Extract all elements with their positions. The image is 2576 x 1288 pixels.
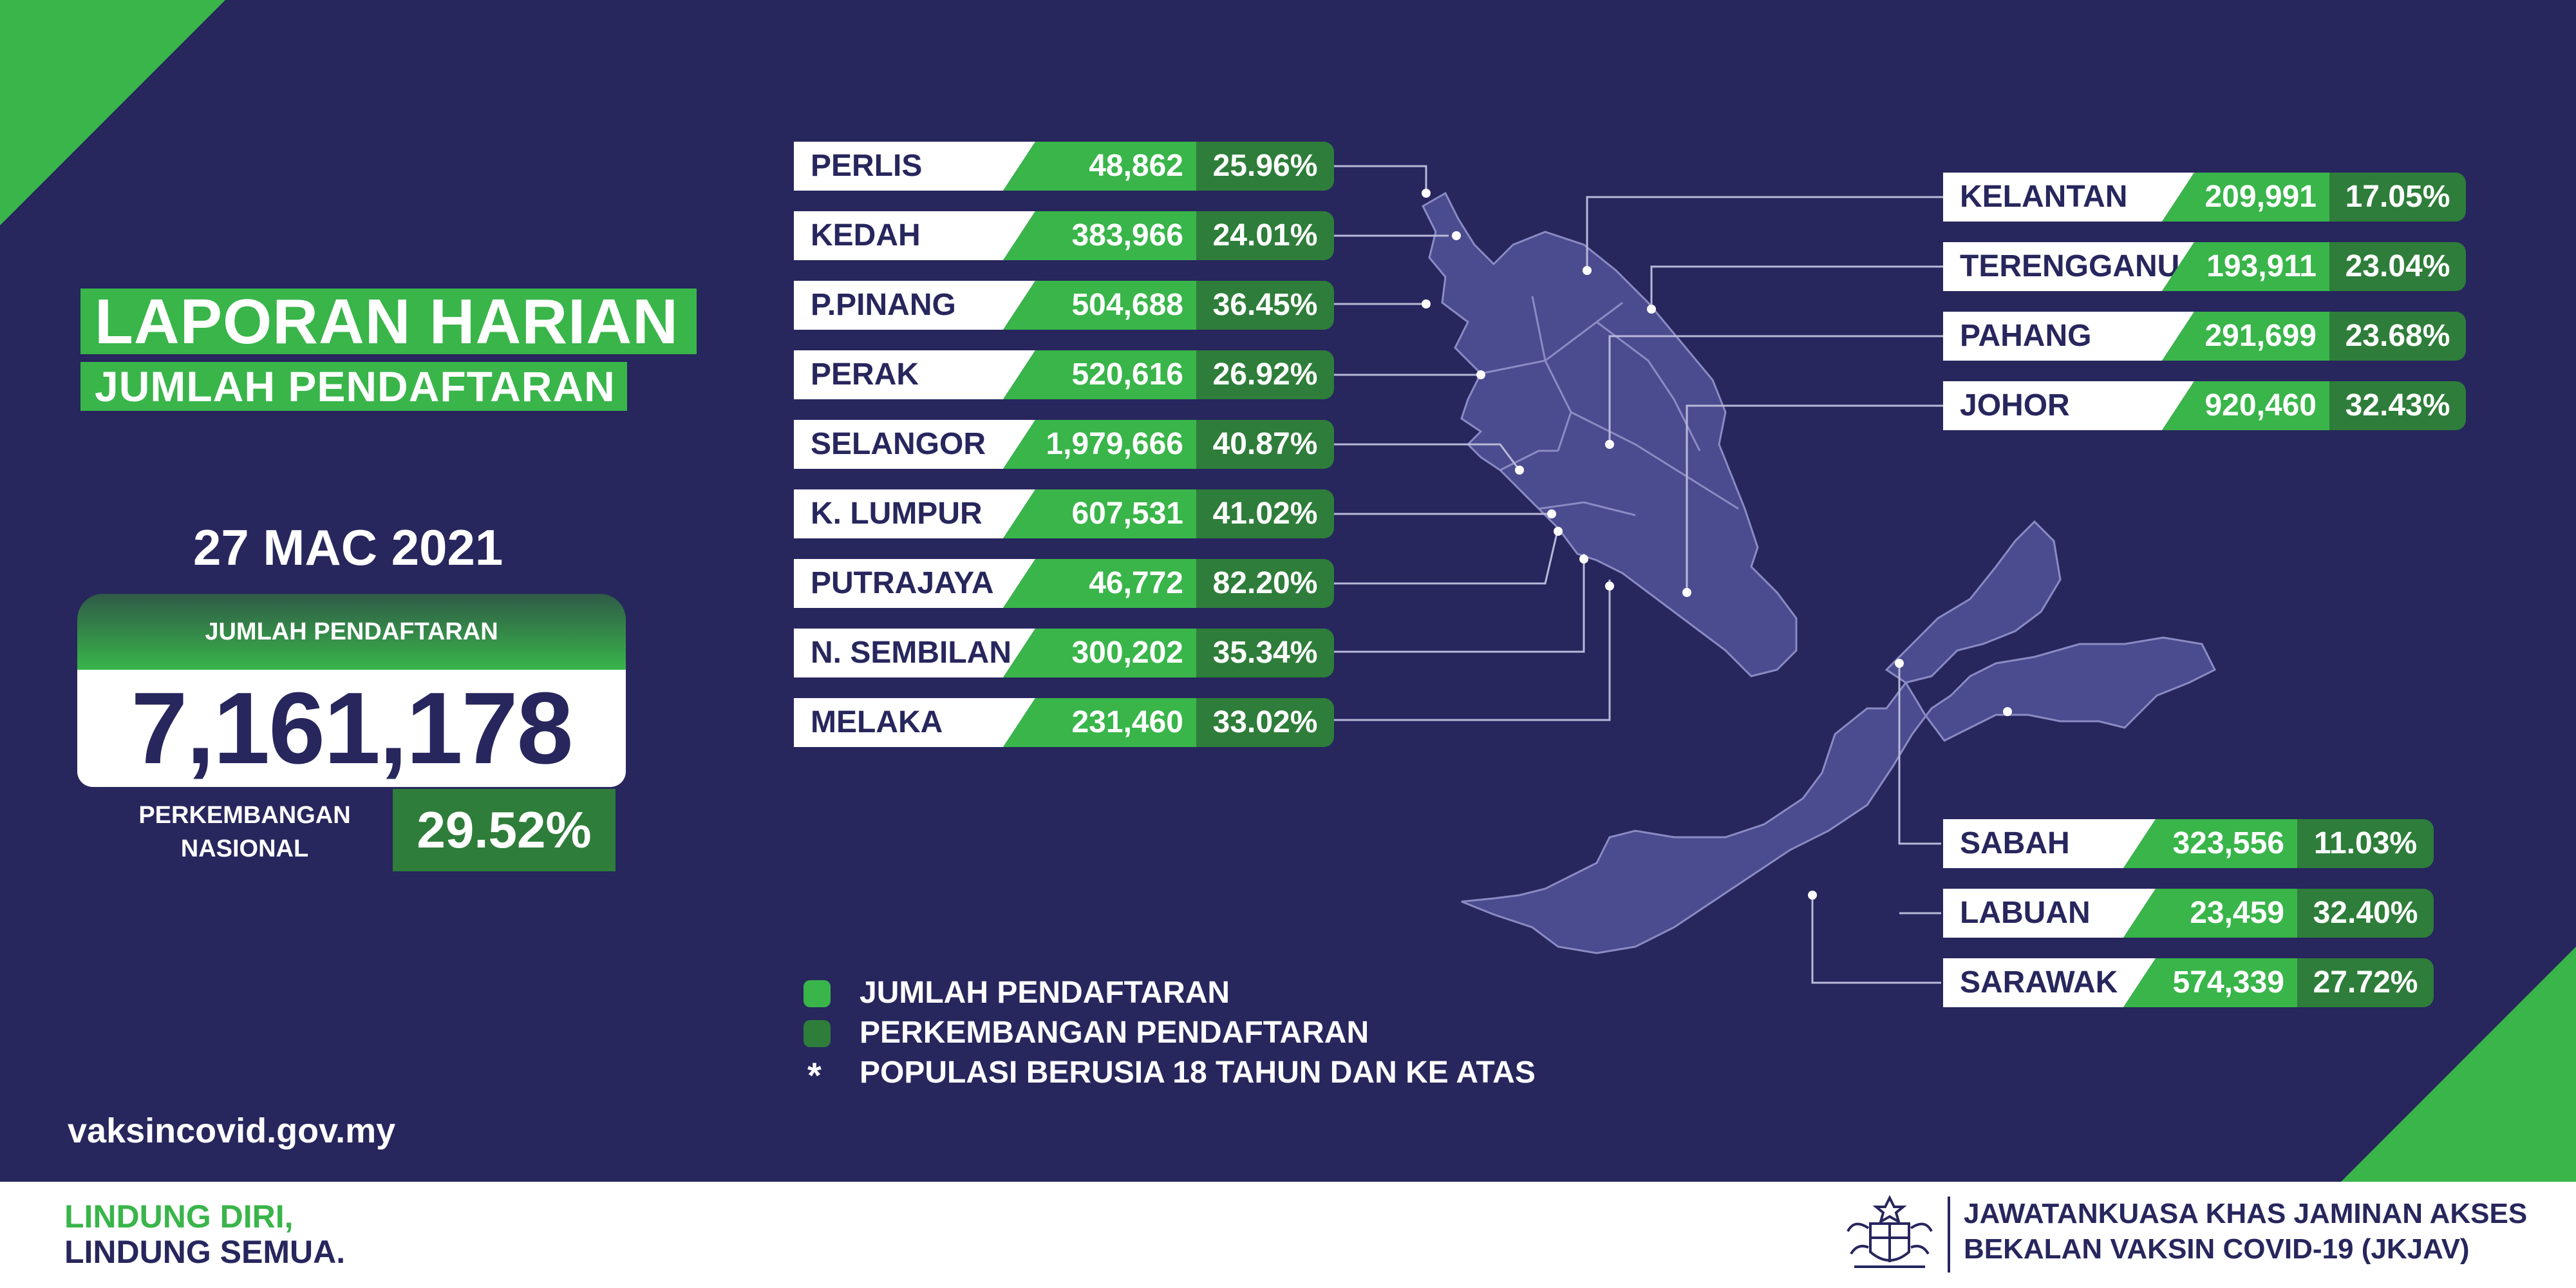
slogan-line1: LINDUNG DIRI, [64,1198,294,1235]
footer-bar [0,1182,2576,1288]
footer-divider [1948,1197,1950,1273]
state-name: KELANTAN [1943,173,2194,222]
state-name: MELAKA [794,698,1035,747]
state-name: K. LUMPUR [794,489,1035,538]
state-row-kelantan: KELANTAN 209,991 17.05% [1943,173,2466,222]
legend-swatch-progress [804,1020,831,1047]
state-row-sarawak: SARAWAK 574,339 27.72% [1943,958,2434,1007]
report-subtitle: JUMLAH PENDAFTARAN [80,362,627,411]
state-registrations: 383,966 [1003,211,1196,260]
state-registrations: 231,460 [1003,698,1196,747]
state-name: TERENGGANU [1943,242,2194,291]
state-row-perak: PERAK 520,616 26.92% [794,350,1334,399]
state-name: N. SEMBILAN [794,629,1035,677]
state-row-selangor: SELANGOR 1,979,666 40.87% [794,420,1334,469]
state-row-n-sembilan: N. SEMBILAN 300,202 35.34% [794,629,1334,677]
state-registrations: 323,556 [2123,819,2297,868]
legend-asterisk: * [807,1055,822,1095]
report-date: 27 MAC 2021 [193,519,503,576]
state-progress: 27.72% [2297,958,2434,1007]
state-name: SABAH [1943,819,2156,868]
state-row-perlis: PERLIS 48,862 25.96% [794,142,1334,191]
national-progress-label: PERKEMBANGAN NASIONAL [135,799,354,866]
state-progress: 40.87% [1196,420,1334,469]
state-row-terengganu: TERENGGANU 193,911 23.04% [1943,242,2466,291]
state-registrations: 300,202 [1003,629,1196,677]
state-row-putrajaya: PUTRAJAYA 46,772 82.20% [794,559,1334,608]
national-total-value: 7,161,178 [77,670,626,787]
website-link[interactable]: vaksincovid.gov.my [68,1112,396,1150]
state-name: PERLIS [794,142,1035,191]
state-progress: 17.05% [2329,173,2466,222]
legend-swatch-registrations [804,980,831,1007]
state-name: PUTRAJAYA [794,559,1035,608]
state-registrations: 504,688 [1003,281,1196,330]
national-progress-label-line2: NASIONAL [180,835,309,862]
state-registrations: 520,616 [1003,350,1196,399]
state-progress: 33.02% [1196,698,1334,747]
state-row-johor: JOHOR 920,460 32.43% [1943,381,2466,430]
state-progress: 82.20% [1196,559,1334,608]
national-total-label: JUMLAH PENDAFTARAN [77,594,626,670]
state-registrations: 574,339 [2123,958,2297,1007]
national-progress-value: 29.52% [393,789,616,871]
state-progress: 24.01% [1196,211,1334,260]
state-progress: 25.96% [1196,142,1334,191]
malaysia-coat-of-arms-icon [1847,1195,1933,1268]
state-name: LABUAN [1943,889,2156,938]
organization-name-line1: JAWATANKUASA KHAS JAMINAN AKSES [1964,1198,2528,1229]
slogan-line2: LINDUNG SEMUA. [64,1234,346,1270]
national-total-card: JUMLAH PENDAFTARAN 7,161,178 [77,594,626,787]
state-row-labuan: LABUAN 23,459 32.40% [1943,889,2434,938]
state-name: KEDAH [794,211,1035,260]
state-progress: 32.43% [2329,381,2466,430]
state-progress: 32.40% [2297,889,2434,938]
corner-decoration-top-left [0,0,225,225]
legend-label-registrations: JUMLAH PENDAFTARAN [860,976,1230,1010]
legend-label-population-note: POPULASI BERUSIA 18 TAHUN DAN KE ATAS [860,1056,1536,1090]
state-registrations: 1,979,666 [1003,420,1196,469]
state-progress: 23.68% [2329,312,2466,361]
national-progress-label-line1: PERKEMBANGAN [138,802,351,829]
legend-label-progress: PERKEMBANGAN PENDAFTARAN [860,1016,1369,1050]
report-title: LAPORAN HARIAN [80,289,697,354]
state-name: PERAK [794,350,1035,399]
state-progress: 35.34% [1196,629,1334,677]
state-registrations: 48,862 [1003,142,1196,191]
state-progress: 41.02% [1196,489,1334,538]
state-registrations: 607,531 [1003,489,1196,538]
state-registrations: 291,699 [2162,312,2329,361]
state-row-k-lumpur: K. LUMPUR 607,531 41.02% [794,489,1334,538]
state-name: SARAWAK [1943,958,2156,1007]
state-row-sabah: SABAH 323,556 11.03% [1943,819,2434,868]
state-row-p-pinang: P.PINANG 504,688 36.45% [794,281,1334,330]
state-progress: 23.04% [2329,242,2466,291]
state-registrations: 46,772 [1003,559,1196,608]
state-row-pahang: PAHANG 291,699 23.68% [1943,312,2466,361]
state-registrations: 23,459 [2123,889,2297,938]
state-row-kedah: KEDAH 383,966 24.01% [794,211,1334,260]
state-registrations: 920,460 [2162,381,2329,430]
state-name: PAHANG [1943,312,2194,361]
state-progress: 36.45% [1196,281,1334,330]
state-registrations: 209,991 [2162,173,2329,222]
state-name: JOHOR [1943,381,2194,430]
state-row-melaka: MELAKA 231,460 33.02% [794,698,1334,747]
state-name: P.PINANG [794,281,1035,330]
organization-name-line2: BEKALAN VAKSIN COVID-19 (JKJAV) [1964,1233,2470,1265]
borneo-malaysia-shape [1461,520,2217,954]
state-registrations: 193,911 [2162,242,2329,291]
state-name: SELANGOR [794,420,1035,469]
state-progress: 26.92% [1196,350,1334,399]
state-progress: 11.03% [2297,819,2434,868]
